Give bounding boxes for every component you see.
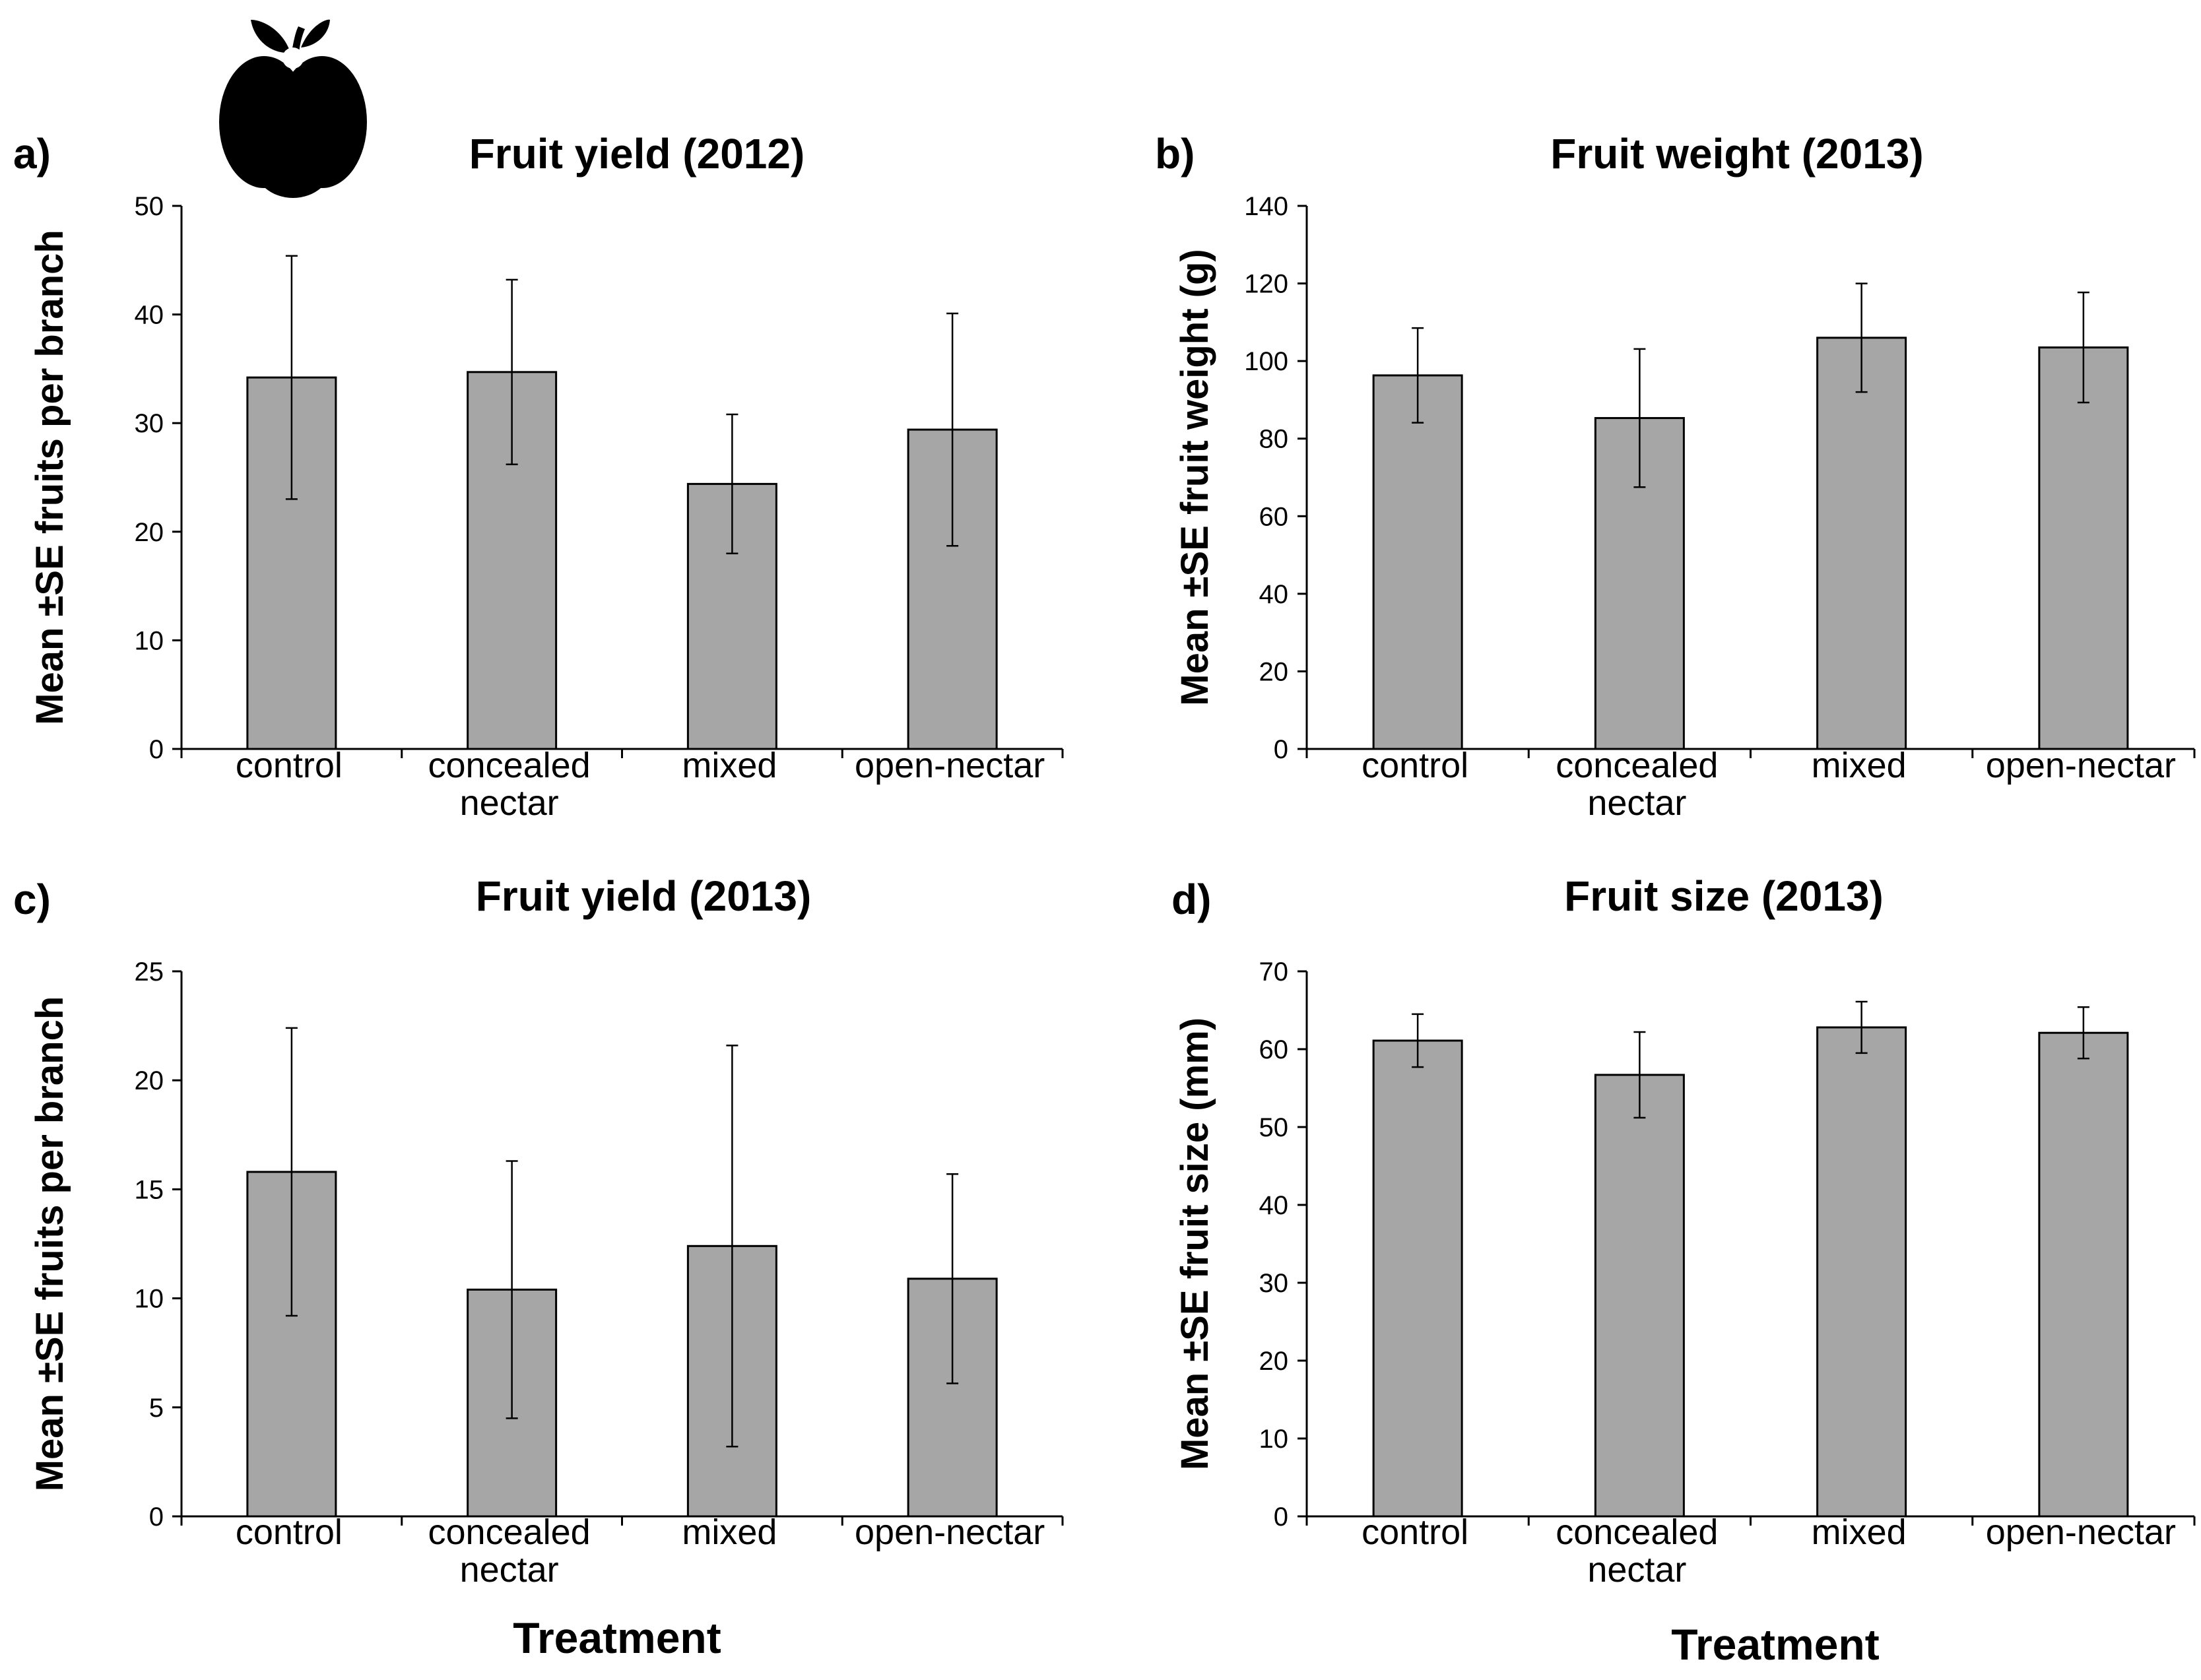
y-axis-label: Mean ±SE fruit weight (g) <box>1173 249 1216 705</box>
y-tick-label: 5 <box>149 1394 164 1423</box>
y-tick-label: 10 <box>135 1285 164 1314</box>
x-category-label: open-nectar <box>855 1512 1045 1552</box>
chart-title: Fruit size (2013) <box>1564 872 1884 920</box>
x-category-label: control <box>236 746 343 785</box>
bar <box>1372 374 1463 750</box>
y-tick-label: 10 <box>135 626 164 655</box>
x-category-label: mixed <box>1812 1512 1907 1552</box>
bar <box>1816 337 1907 750</box>
y-tick-label: 20 <box>1259 657 1289 686</box>
chart-title: Fruit yield (2013) <box>476 872 812 920</box>
chart-panel-1: a) Fruit yield (2012) Mean ±SE fruits per … <box>13 130 1064 823</box>
y-tick-label: 60 <box>1259 502 1289 531</box>
x-category-label: control <box>1362 746 1468 785</box>
x-category-label: control <box>1362 1512 1468 1552</box>
y-tick-label: 0 <box>149 735 164 764</box>
y-tick-label: 25 <box>135 957 164 986</box>
y-tick-label: 40 <box>1259 1191 1289 1220</box>
x-category-label: control <box>236 1512 343 1552</box>
x-axis-label: Treatment <box>513 1613 721 1662</box>
y-tick-label: 15 <box>135 1175 164 1204</box>
y-tick-label: 50 <box>135 192 164 221</box>
x-category-label: open-nectar <box>1986 746 2176 785</box>
y-tick-label: 30 <box>135 409 164 438</box>
y-tick-label: 40 <box>1259 580 1289 609</box>
bar <box>1816 1026 1907 1518</box>
x-category-label: open-nectar <box>855 746 1045 785</box>
x-category-label: concealed <box>1556 746 1718 785</box>
chart-panel-3: c) Fruit yield (2013) Mean ±SE fruits per … <box>13 872 1064 1662</box>
x-category-label: concealed <box>428 1512 591 1552</box>
x-category-label: concealed <box>428 746 591 785</box>
y-tick-label: 100 <box>1244 347 1288 376</box>
y-tick-label: 0 <box>1274 735 1288 764</box>
y-tick-label: 20 <box>1259 1347 1289 1376</box>
y-tick-label: 20 <box>135 1066 164 1095</box>
y-tick-label: 120 <box>1244 270 1288 299</box>
y-tick-label: 20 <box>135 518 164 547</box>
x-category-label: mixed <box>1812 746 1907 785</box>
panel-label: c) <box>13 876 51 923</box>
panel-label: d) <box>1171 876 1211 923</box>
x-category-label: nectar <box>460 1550 559 1590</box>
y-tick-label: 30 <box>1259 1269 1289 1298</box>
panel-label: b) <box>1155 130 1195 178</box>
chart-title: Fruit weight (2013) <box>1550 130 1923 178</box>
bar <box>2038 346 2129 750</box>
y-tick-label: 0 <box>1274 1502 1288 1532</box>
y-tick-label: 10 <box>1259 1425 1289 1454</box>
y-axis-label: Mean ±SE fruits per branch <box>28 230 71 725</box>
y-axis-label: Mean ±SE fruit size (mm) <box>1173 1018 1216 1470</box>
panel-label: a) <box>13 130 51 178</box>
x-category-label: nectar <box>460 783 559 823</box>
x-category-label: nectar <box>1587 1550 1686 1590</box>
y-tick-label: 70 <box>1259 957 1289 986</box>
chart-panel-4: d) Fruit size (2013) Mean ±SE fruit size (… <box>1171 872 2196 1669</box>
x-category-label: mixed <box>682 746 777 785</box>
y-tick-label: 0 <box>149 1502 164 1532</box>
y-tick-label: 80 <box>1259 425 1289 454</box>
bar <box>2038 1031 2129 1518</box>
x-category-label: mixed <box>682 1512 777 1552</box>
x-category-label: nectar <box>1587 783 1686 823</box>
x-axis-label: Treatment <box>1671 1620 1879 1669</box>
chart-title: Fruit yield (2012) <box>469 130 805 178</box>
apple-icon <box>219 19 367 198</box>
y-axis-label: Mean ±SE fruits per branch <box>28 996 71 1492</box>
x-category-label: concealed <box>1556 1512 1718 1552</box>
chart-panel-2: b) Fruit weight (2013) Mean ±SE fruit weig… <box>1155 130 2196 823</box>
y-tick-label: 60 <box>1259 1035 1289 1064</box>
y-tick-label: 40 <box>135 301 164 330</box>
bar <box>1372 1039 1463 1518</box>
y-tick-label: 140 <box>1244 192 1288 221</box>
bar <box>1594 1074 1685 1518</box>
x-category-label: open-nectar <box>1986 1512 2176 1552</box>
y-tick-label: 50 <box>1259 1113 1289 1142</box>
